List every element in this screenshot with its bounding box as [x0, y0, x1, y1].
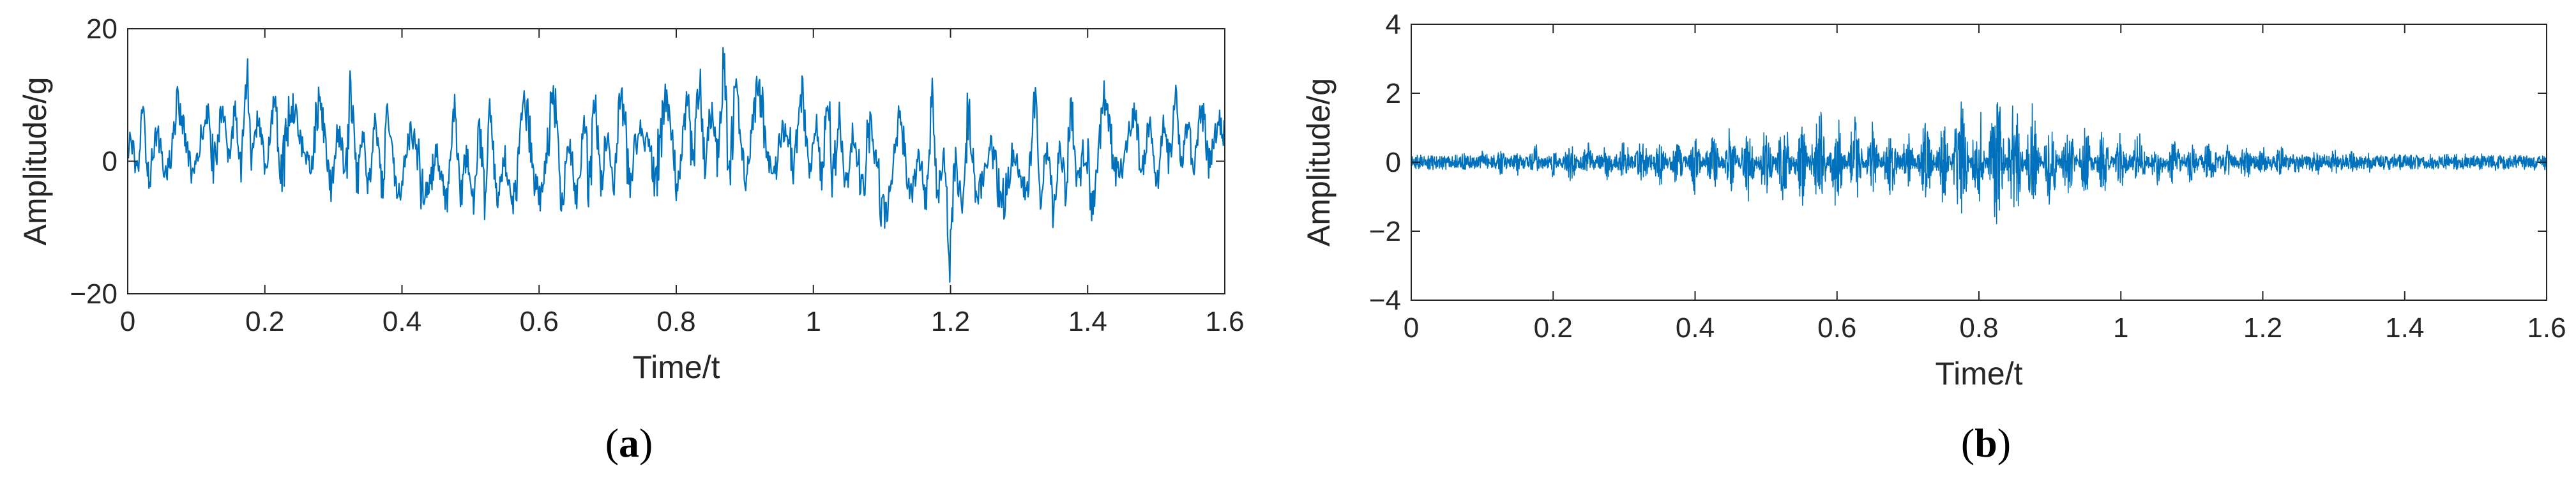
- x-tick-label: 0.8: [1959, 312, 1998, 344]
- series-line: [1411, 101, 2547, 225]
- y-tick-label: −20: [70, 278, 117, 310]
- panel-a: 0 0.2 0.4 0.6 0.8 1 1.2 1.4 1.6−20020Time/tAmpli…: [17, 13, 1245, 466]
- x-tick-label: 0.4: [383, 306, 421, 337]
- x-axis-label: Time/t: [632, 349, 720, 385]
- x-tick-label: 1.6: [2527, 312, 2566, 344]
- panel-b: 0 0.2 0.4 0.6 0.8 1 1.2 1.4 1.6 −4 −2 0 2 4 Time/t Ampl…: [1301, 9, 2566, 466]
- y-tick-label: 0: [102, 146, 117, 178]
- y-tick-label: 2: [1386, 78, 1401, 109]
- x-tick-label: 1.2: [931, 306, 970, 337]
- x-tick-label: 1: [2113, 312, 2128, 344]
- x-tick-label: 0: [1404, 312, 1419, 344]
- x-tick-label: 0.6: [520, 306, 559, 337]
- y-tick-label: −4: [1369, 285, 1401, 316]
- x-tick-label: 0.2: [245, 306, 284, 337]
- y-tick-label: 0: [1386, 147, 1401, 178]
- series-line: [126, 47, 1226, 283]
- x-tick-label: 0.2: [1534, 312, 1573, 344]
- x-tick-label: 1.6: [1205, 306, 1244, 337]
- y-tick-label: 20: [86, 13, 117, 45]
- x-tick-label: 1.2: [2243, 312, 2282, 344]
- panel-caption-letter: a: [619, 420, 639, 466]
- x-axis-label: Time/t: [1935, 356, 2022, 392]
- x-tick-label: 0.8: [656, 306, 695, 337]
- x-tick-label: 1: [806, 306, 821, 337]
- x-tick-label: 0.4: [1676, 312, 1715, 344]
- panel-caption: (b): [1961, 420, 2011, 466]
- x-tick-label: 0: [120, 306, 135, 337]
- panel-caption-letter: b: [1974, 420, 1997, 466]
- y-tick-label: −2: [1369, 216, 1401, 247]
- y-axis-label: Amplitude/g: [17, 77, 53, 245]
- panel-caption: (a): [605, 420, 653, 466]
- y-tick-label: 4: [1386, 9, 1401, 40]
- x-tick-label: 1.4: [1068, 306, 1107, 337]
- x-tick-label: 1.4: [2385, 312, 2424, 344]
- y-axis-label: Amplitude/g: [1301, 78, 1337, 247]
- x-tick-label: 0.6: [1817, 312, 1856, 344]
